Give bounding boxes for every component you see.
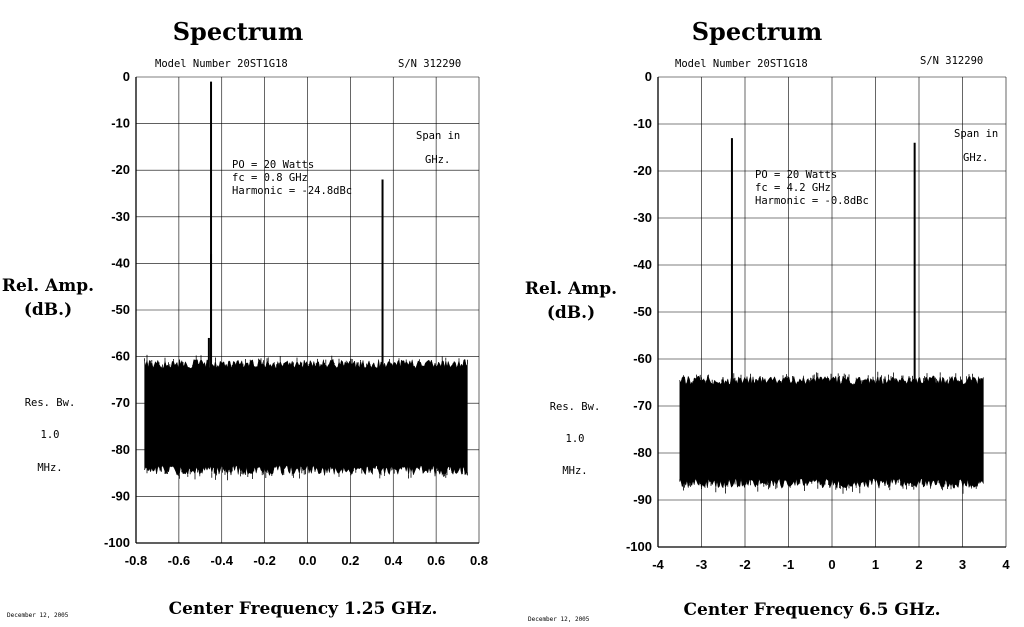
x-tick-label: -0.2 — [253, 553, 275, 568]
plot-area: -4 -3 -2 -1 0 1 2 3 40-10-20-30-40-50-60-70-80-9… — [626, 69, 1010, 572]
res-bw-unit: MHz. — [37, 462, 62, 474]
x-tick-label: 0.0 — [298, 553, 316, 568]
x-axis-label: Center Frequency 6.5 GHz. — [683, 600, 940, 620]
y-tick-label: -40 — [111, 255, 130, 270]
x-tick-label: 0 — [828, 557, 835, 572]
span-note-line2: GHz. — [963, 152, 988, 164]
y-axis-label-line1: Rel. Amp. — [525, 279, 617, 299]
x-tick-label: 0.6 — [427, 553, 445, 568]
y-axis-label-line1: Rel. Amp. — [2, 276, 94, 296]
y-tick-label: 0 — [645, 69, 652, 84]
chart-title: Spectrum — [692, 17, 823, 46]
span-note-line1: Span in — [416, 130, 460, 142]
annotation-line3: Harmonic = -0.8dBc — [755, 195, 869, 207]
annotation-line2: fc = 0.8 GHz — [232, 172, 308, 184]
x-tick-label: 0.8 — [470, 553, 488, 568]
spectrum-chart-right: Spectrum Model Number 20ST1G18 S/N 31229… — [525, 17, 1011, 623]
x-tick-label: -0.8 — [125, 553, 147, 568]
y-tick-label: -60 — [111, 349, 130, 364]
annotation-line3: Harmonic = -24.8dBc — [232, 185, 352, 197]
span-note-line2: GHz. — [425, 154, 450, 166]
y-tick-label: -90 — [111, 488, 130, 503]
x-tick-label: -3 — [696, 557, 708, 572]
x-axis-label: Center Frequency 1.25 GHz. — [169, 599, 438, 619]
spectrum-chart-left: Spectrum Model Number 20ST1G18 S/N 31229… — [2, 17, 488, 619]
x-tick-label: -0.6 — [168, 553, 190, 568]
y-tick-label: -60 — [633, 351, 652, 366]
y-tick-label: -100 — [626, 539, 652, 554]
plot-area: -0.8 -0.6 -0.4 -0.2 0.0 0.2 0.4 0.6 0.8 0 -10 -20 -3… — [104, 69, 488, 568]
x-tick-label: -4 — [652, 557, 664, 572]
chart-title: Spectrum — [173, 17, 304, 46]
res-bw-value: 1.0 — [566, 433, 585, 445]
x-tick-label: 3 — [959, 557, 966, 572]
y-tick-label: -100 — [104, 535, 130, 550]
y-tick-label: -90 — [633, 492, 652, 507]
res-bw-label: Res. Bw. — [550, 401, 601, 413]
date-stamp: December 12, 2005 — [528, 616, 590, 623]
y-tick-label: 0 — [123, 69, 130, 84]
x-tick-label: -0.4 — [211, 553, 234, 568]
x-tick-label: -1 — [783, 557, 795, 572]
noise-floor — [144, 358, 468, 477]
model-number: Model Number 20ST1G18 — [675, 58, 808, 70]
y-tick-label: -20 — [111, 162, 130, 177]
y-axis-label-line2: (dB.) — [547, 303, 595, 323]
x-tick-label: 0.2 — [341, 553, 359, 568]
noise-spikes — [679, 371, 981, 494]
y-tick-label: -10 — [111, 116, 130, 131]
x-tick-label: 2 — [915, 557, 922, 572]
annotation-line1: PO = 20 Watts — [755, 169, 837, 181]
y-tick-label: -20 — [633, 163, 652, 178]
span-note-line1: Span in — [954, 128, 998, 140]
x-tick-label: 1 — [872, 557, 879, 572]
y-tick-label: -70 — [111, 395, 130, 410]
y-axis-label-line2: (dB.) — [24, 300, 72, 320]
annotation-line2: fc = 4.2 GHz — [755, 182, 831, 194]
serial-number: S/N 312290 — [920, 55, 983, 67]
y-tick-label: -80 — [633, 445, 652, 460]
x-tick-label: 4 — [1002, 557, 1010, 572]
res-bw-label: Res. Bw. — [25, 397, 76, 409]
y-tick-label: -30 — [633, 210, 652, 225]
x-tick-label: -2 — [739, 557, 751, 572]
date-stamp: December 12, 2005 — [7, 612, 69, 619]
res-bw-unit: MHz. — [562, 465, 587, 477]
noise-floor — [679, 375, 984, 490]
serial-number: S/N 312290 — [398, 58, 461, 70]
res-bw-value: 1.0 — [41, 429, 60, 441]
model-number: Model Number 20ST1G18 — [155, 58, 288, 70]
y-tick-label: -40 — [633, 257, 652, 272]
y-tick-label: -10 — [633, 116, 652, 131]
y-tick-label: -70 — [633, 398, 652, 413]
y-tick-label: -50 — [111, 302, 130, 317]
y-tick-label: -80 — [111, 442, 130, 457]
x-tick-label: 0.4 — [384, 553, 403, 568]
annotation-line1: PO = 20 Watts — [232, 159, 314, 171]
y-tick-label: -50 — [633, 304, 652, 319]
y-tick-label: -30 — [111, 209, 130, 224]
